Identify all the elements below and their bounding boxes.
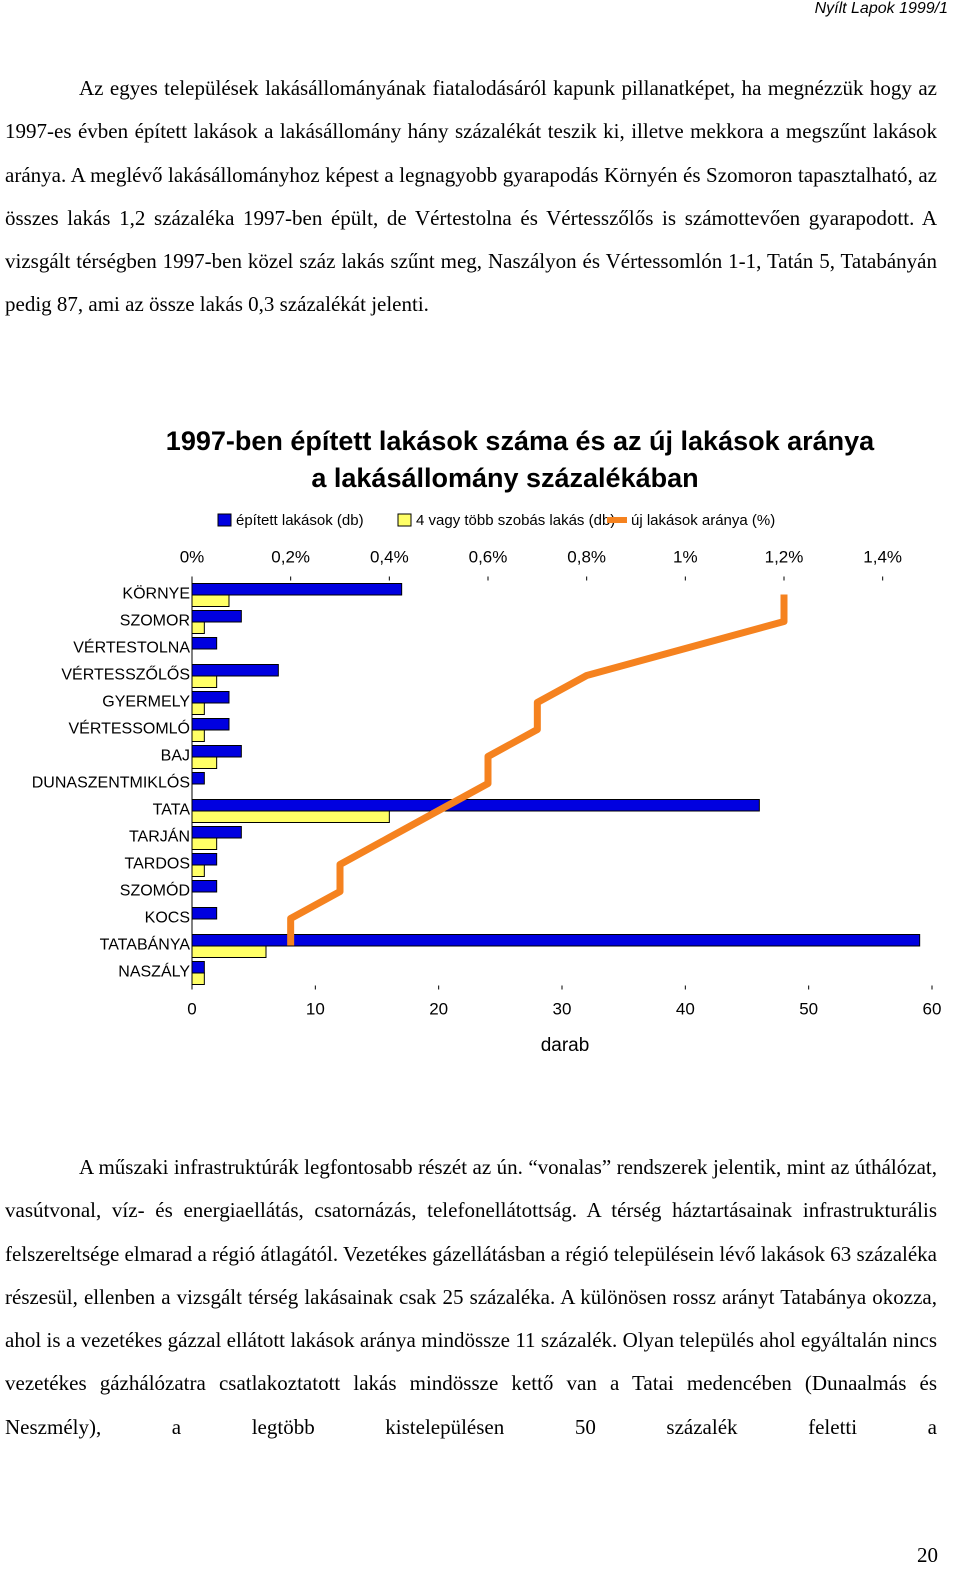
bar [191,718,230,731]
page-number: 20 [917,1543,938,1567]
y-tick-label: KOCS [145,910,190,927]
bar [191,853,218,866]
x-axis-label: darab [541,1035,590,1056]
x2-tick-label: 0,2% [271,547,310,566]
x2-tick-label: 0,6% [469,547,508,566]
bar [191,772,205,785]
bar [191,934,921,947]
running-header: Nyílt Lapok 1999/1 [814,0,948,17]
bar [191,880,218,893]
x2-tick-label: 0,8% [567,547,606,566]
legend-label: új lakások aránya (%) [631,512,775,529]
bar [191,583,403,596]
line-series [287,594,788,946]
y-tick-label: SZOMOR [120,613,190,630]
bar [191,864,205,877]
x2-tick-label: 1,4% [863,547,902,566]
chart-title: a lakásállomány százalékában [311,463,698,493]
y-tick-label: BAJ [161,748,190,765]
x-tick-label: 60 [923,999,942,1018]
x-tick-label: 50 [799,999,818,1018]
y-tick-label: SZOMÓD [120,881,190,900]
bar [191,637,218,650]
chart: 1997-ben épített lakások száma és az új … [32,426,942,1056]
x-tick-label: 30 [553,999,572,1018]
y-tick-label: DUNASZENTMIKLÓS [32,773,190,792]
x2-tick-label: 1,2% [765,547,804,566]
bar [191,594,230,607]
x-tick-label: 10 [306,999,325,1018]
paragraph: Az egyes települések lakásállományának f… [5,76,937,317]
bar [191,799,760,812]
y-tick-label: TATABÁNYA [100,935,191,954]
bar [191,745,242,758]
legend-swatch [397,513,412,527]
legend-label: épített lakások (db) [236,512,364,529]
paragraph: A műszaki infrastruktúrák legfontosabb r… [5,1155,937,1439]
x2-tick-label: 0,4% [370,547,409,566]
y-tick-label: GYERMELY [102,694,190,711]
bar [191,826,242,839]
bar [191,610,242,623]
y-tick-label: VÉRTESSZŐLŐS [61,665,190,684]
legend-label: 4 vagy több szobás lakás (db) [416,512,615,529]
x-tick-label: 20 [429,999,448,1018]
bar [191,691,230,704]
chart-title: 1997-ben épített lakások száma és az új … [166,426,875,456]
x-tick-label: 40 [676,999,695,1018]
x-tick-label: 0 [187,999,196,1018]
y-tick-label: KÖRNYE [122,585,190,603]
bar [191,621,205,634]
bar [191,675,218,688]
bar [191,837,218,850]
x2-tick-label: 0% [180,547,205,566]
y-tick-label: VÉRTESSOMLÓ [68,719,190,738]
bar [191,945,267,958]
bar [191,961,205,974]
bar [191,664,279,677]
x2-tick-label: 1% [673,547,698,566]
y-tick-label: TATA [153,802,191,819]
y-tick-label: TARJÁN [129,827,190,846]
y-tick-label: TARDOS [125,856,190,873]
bar [191,907,218,920]
bar [191,810,390,823]
bar [191,729,205,742]
y-tick-label: VÉRTESTOLNA [73,638,190,657]
y-tick-label: NASZÁLY [118,962,190,981]
legend-swatch [217,513,232,527]
bar [191,756,218,769]
bar [191,702,205,715]
bar [191,972,205,985]
